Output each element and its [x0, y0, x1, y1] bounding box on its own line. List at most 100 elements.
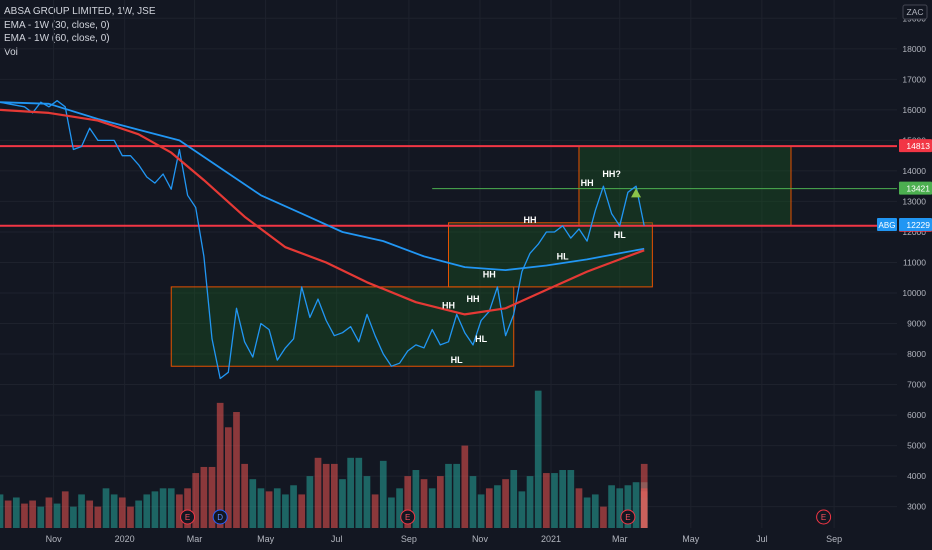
volume-bar — [306, 476, 314, 528]
event-marker-label: E — [185, 513, 190, 522]
volume-bar — [526, 476, 534, 528]
volume-bar — [151, 491, 159, 528]
x-tick-label: May — [257, 534, 275, 544]
y-axis: 3000 4000 5000 6000 7000 8000 9000 10000 11000 12… — [877, 13, 932, 512]
volume-bar — [86, 500, 94, 528]
volume-bar — [453, 463, 460, 528]
legend-volume: Vol — [4, 46, 18, 58]
volume-bar — [70, 506, 77, 528]
volume-bars — [0, 390, 648, 528]
volume-bar — [591, 494, 599, 528]
volume-bar — [567, 470, 575, 528]
y-tick-label: 13000 — [902, 196, 926, 206]
zones — [170, 145, 792, 367]
y-tick-label: 4000 — [907, 471, 926, 481]
level-tag-13421: 13421 — [906, 184, 930, 194]
volume-bar — [339, 479, 346, 528]
level-tag-14813: 14813 — [906, 141, 930, 151]
volume-bar — [184, 488, 191, 528]
event-marker[interactable] — [212, 509, 228, 525]
annotation-label: HL — [614, 230, 626, 240]
legend-ema60: EMA - 1W (60, close, 0) — [4, 33, 110, 44]
volume-bar — [135, 500, 142, 528]
volume-bar — [477, 494, 485, 528]
volume-bar — [412, 470, 420, 528]
volume-bar — [200, 466, 208, 528]
volume-bar — [608, 485, 615, 528]
y-tick-label: 10000 — [902, 288, 926, 298]
volume-bar — [273, 488, 281, 528]
volume-bar — [78, 494, 85, 528]
x-tick-label: Jul — [331, 534, 343, 544]
legend-ema30: EMA - 1W (30, close, 0) — [4, 19, 110, 31]
annotation-label: HL — [557, 251, 569, 261]
level-tag-14813-bg — [899, 139, 932, 153]
volume-bar — [176, 494, 183, 528]
y-tick-label: 8000 — [907, 349, 926, 359]
volume-bar — [502, 479, 509, 528]
volume-bar — [290, 485, 297, 528]
volume-bar — [404, 476, 412, 528]
event-marker[interactable] — [400, 509, 416, 525]
volume-bar — [551, 473, 558, 528]
y-tick-label: 18000 — [902, 44, 926, 54]
volume-bar — [534, 390, 542, 528]
volume-bar — [371, 494, 379, 528]
legend-title: ABSA GROUP LIMITED, 1W, JSE — [4, 6, 156, 17]
x-tick-label: Sep — [826, 534, 842, 544]
annotations: HH HL HH HL HH HH HL HH HH? HL — [442, 169, 642, 365]
x-tick-label: Nov — [472, 534, 489, 544]
x-tick-label: Jul — [756, 534, 768, 544]
volume-bar — [616, 488, 624, 528]
x-tick-label: Mar — [612, 534, 628, 544]
x-tick-label: 2021 — [541, 534, 561, 544]
volume-bar — [257, 488, 265, 528]
volume-bar — [192, 473, 200, 528]
y-tick-label: 7000 — [907, 380, 926, 390]
volume-bar — [233, 412, 240, 528]
annotation-label: HH — [524, 215, 537, 225]
volume-bar — [314, 457, 322, 528]
volume-bar — [640, 463, 648, 528]
volume-bar — [167, 488, 175, 528]
volume-bar — [575, 488, 583, 528]
volume-bar — [445, 463, 452, 528]
currency-badge-label: ZAC — [907, 7, 924, 17]
annotation-label: HL — [451, 355, 463, 365]
volume-bar — [583, 497, 591, 528]
level-tag-13421-bg — [899, 181, 932, 195]
volume-bar — [600, 506, 607, 528]
event-marker[interactable] — [620, 509, 636, 525]
annotation-label: HH — [442, 300, 455, 310]
volume-bar — [265, 491, 273, 528]
y-tick-label: 9000 — [907, 319, 926, 329]
ema-60-line — [0, 108, 645, 316]
volume-bar — [355, 457, 363, 528]
volume-bar — [485, 488, 493, 528]
horizontal-levels[interactable] — [0, 145, 897, 227]
last-price-tag-bg — [899, 217, 932, 231]
volume-bar — [29, 500, 36, 528]
volume-bar — [216, 402, 224, 528]
volume-bar — [37, 506, 45, 528]
zone-box — [578, 145, 792, 227]
volume-bar — [347, 457, 354, 528]
chart-legend: ABSA GROUP LIMITED, 1W, JSE EMA - 1W (30… — [4, 5, 156, 59]
volume-bar — [143, 494, 151, 528]
y-tick-label: 11000 — [903, 257, 926, 267]
event-marker[interactable] — [816, 509, 832, 525]
currency-badge[interactable]: ZAC — [902, 4, 928, 20]
volume-bar — [322, 463, 330, 528]
event-marker[interactable] — [180, 509, 196, 525]
y-tick-label: 14000 — [902, 166, 926, 176]
volume-bar — [461, 445, 469, 528]
volume-bar — [118, 497, 126, 528]
volume-bar — [330, 463, 338, 528]
x-tick-label: May — [682, 534, 700, 544]
annotation-label: HH? — [602, 169, 621, 179]
volume-bar — [379, 460, 387, 528]
annotation-label: HL — [475, 334, 487, 344]
volume-bar — [494, 485, 501, 528]
